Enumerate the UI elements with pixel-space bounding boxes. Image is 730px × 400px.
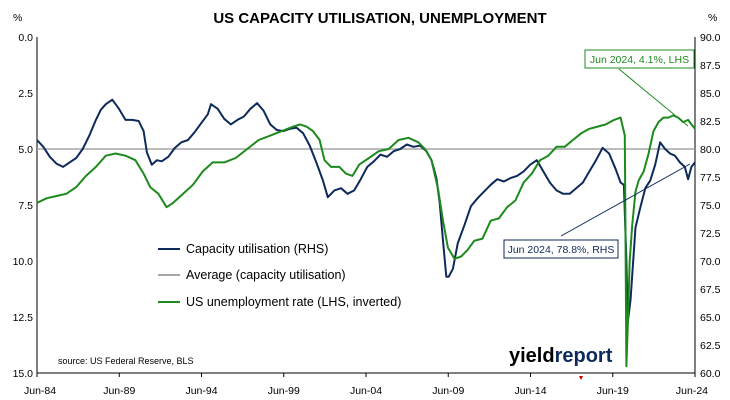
series-layer bbox=[36, 98, 696, 368]
callout-unemployment: Jun 2024, 4.1%, LHS bbox=[590, 54, 689, 66]
right-tick-label: 82.5 bbox=[700, 116, 721, 128]
yieldreport-logo: yieldreport bbox=[509, 345, 613, 367]
logo-text: yieldreport bbox=[509, 345, 613, 367]
series-unemployment-rate bbox=[36, 114, 696, 368]
x-tick-label: Jun-89 bbox=[103, 385, 135, 397]
x-tick-label: Jun-09 bbox=[432, 385, 464, 397]
right-tick-label: 80.0 bbox=[700, 144, 721, 156]
left-tick-label: 12.5 bbox=[13, 312, 34, 324]
right-tick-label: 67.5 bbox=[700, 284, 721, 296]
x-tick-label: Jun-94 bbox=[185, 385, 217, 397]
right-tick-label: 65.0 bbox=[700, 312, 721, 324]
x-tick-label: Jun-19 bbox=[597, 385, 629, 397]
axis-marker bbox=[579, 376, 583, 380]
legend-label-average: Average (capacity utilisation) bbox=[186, 268, 346, 282]
x-axis-ticks: Jun-84 Jun-89 Jun-94 Jun-99 Jun-04 Jun-09 Jun-… bbox=[24, 373, 708, 397]
right-tick-label: 70.0 bbox=[700, 256, 721, 268]
legend-label-capacity: Capacity utilisation (RHS) bbox=[186, 242, 328, 256]
left-tick-label: 15.0 bbox=[13, 368, 34, 380]
right-tick-label: 72.5 bbox=[700, 228, 721, 240]
chart-title: US CAPACITY UTILISATION, UNEMPLOYMENT bbox=[213, 10, 546, 27]
series-capacity-utilisation bbox=[36, 98, 696, 324]
right-tick-label: 77.5 bbox=[700, 172, 721, 184]
callout-box-capacity bbox=[503, 239, 619, 259]
axis-lines bbox=[36, 37, 696, 380]
callout-leader-unemployment bbox=[618, 68, 689, 127]
legend: Capacity utilisation (RHS) Average (capa… bbox=[158, 242, 401, 309]
callout-box-unemployment bbox=[584, 49, 695, 69]
callout-leader-capacity bbox=[560, 163, 691, 237]
left-tick-label: 5.0 bbox=[18, 144, 33, 156]
left-tick-label: 0.0 bbox=[18, 32, 33, 44]
callouts: Jun 2024, 4.1%, LHS Jun 2024, 78.8%, RHS bbox=[503, 49, 695, 259]
left-tick-label: 2.5 bbox=[18, 88, 33, 100]
legend-label-unemployment: US unemployment rate (LHS, inverted) bbox=[186, 295, 401, 309]
left-axis-ticks: 0.0 2.5 5.0 7.5 10.0 12.5 15.0 bbox=[13, 32, 34, 380]
x-tick-label: Jun-24 bbox=[676, 385, 708, 397]
right-tick-label: 62.5 bbox=[700, 340, 721, 352]
callout-capacity: Jun 2024, 78.8%, RHS bbox=[508, 244, 615, 256]
x-tick-label: Jun-14 bbox=[514, 385, 546, 397]
right-tick-label: 87.5 bbox=[700, 60, 721, 72]
x-tick-label: Jun-99 bbox=[268, 385, 300, 397]
left-tick-label: 10.0 bbox=[13, 256, 34, 268]
x-tick-label: Jun-04 bbox=[350, 385, 382, 397]
right-tick-label: 75.0 bbox=[700, 200, 721, 212]
left-tick-label: 7.5 bbox=[18, 200, 33, 212]
right-axis-unit: % bbox=[708, 12, 717, 24]
right-tick-label: 85.0 bbox=[700, 88, 721, 100]
left-axis-unit: % bbox=[13, 12, 22, 24]
right-axis-ticks: 90.0 87.5 85.0 82.5 80.0 77.5 75.0 72.5 70.0 67.5… bbox=[700, 32, 721, 380]
right-tick-label: 90.0 bbox=[700, 32, 721, 44]
x-tick-label: Jun-84 bbox=[24, 385, 56, 397]
source-note: source: US Federal Reserve, BLS bbox=[58, 356, 194, 366]
right-tick-label: 60.0 bbox=[700, 368, 721, 380]
